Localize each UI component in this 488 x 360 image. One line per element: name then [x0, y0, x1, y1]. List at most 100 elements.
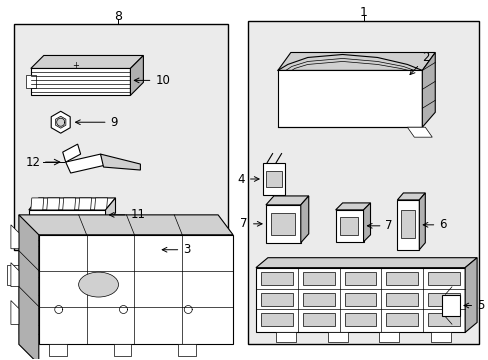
- Polygon shape: [255, 268, 464, 332]
- Bar: [275, 332, 295, 342]
- Text: 6: 6: [422, 218, 446, 231]
- Bar: [118, 307, 146, 325]
- Polygon shape: [56, 116, 66, 128]
- Bar: [302, 293, 334, 306]
- Polygon shape: [101, 154, 140, 170]
- Bar: [73, 246, 101, 264]
- Bar: [430, 332, 450, 342]
- Polygon shape: [407, 127, 431, 137]
- Polygon shape: [277, 71, 422, 127]
- Polygon shape: [62, 198, 76, 210]
- Polygon shape: [266, 153, 272, 163]
- Polygon shape: [62, 144, 81, 162]
- Bar: [427, 293, 459, 306]
- Bar: [7, 265, 19, 285]
- Bar: [386, 314, 417, 327]
- Bar: [14, 24, 227, 250]
- Ellipse shape: [79, 272, 118, 297]
- Text: 4: 4: [237, 172, 259, 185]
- Polygon shape: [31, 198, 44, 210]
- Bar: [427, 272, 459, 285]
- Polygon shape: [363, 203, 370, 242]
- Polygon shape: [300, 196, 308, 243]
- Bar: [327, 332, 347, 342]
- Polygon shape: [422, 53, 434, 127]
- Polygon shape: [265, 196, 308, 205]
- Bar: [27, 307, 55, 325]
- Bar: [203, 294, 221, 319]
- Bar: [203, 260, 221, 285]
- Bar: [73, 307, 101, 325]
- Bar: [261, 293, 292, 306]
- Polygon shape: [255, 258, 476, 268]
- Polygon shape: [51, 111, 70, 133]
- Polygon shape: [419, 193, 425, 250]
- Polygon shape: [444, 287, 451, 294]
- Text: 11: 11: [109, 208, 145, 221]
- Polygon shape: [105, 198, 115, 225]
- Polygon shape: [113, 345, 131, 356]
- Bar: [270, 213, 294, 235]
- Text: 5: 5: [463, 299, 484, 312]
- Polygon shape: [26, 75, 36, 88]
- Polygon shape: [130, 55, 143, 95]
- Polygon shape: [19, 215, 233, 235]
- Polygon shape: [444, 316, 451, 324]
- Polygon shape: [265, 205, 300, 243]
- Text: 2: 2: [409, 51, 429, 75]
- Polygon shape: [464, 258, 476, 332]
- Bar: [27, 276, 55, 294]
- Polygon shape: [335, 210, 363, 242]
- Polygon shape: [19, 215, 39, 360]
- Bar: [427, 314, 459, 327]
- Bar: [344, 272, 376, 285]
- Text: 12: 12: [26, 156, 41, 168]
- Polygon shape: [29, 198, 115, 210]
- Bar: [118, 246, 146, 264]
- Text: +: +: [72, 61, 79, 70]
- Bar: [302, 314, 334, 327]
- Bar: [386, 272, 417, 285]
- Text: 10: 10: [134, 74, 170, 87]
- Bar: [344, 314, 376, 327]
- Bar: [401, 210, 414, 238]
- Polygon shape: [31, 55, 143, 68]
- Bar: [344, 293, 376, 306]
- Bar: [261, 314, 292, 327]
- Polygon shape: [65, 154, 105, 173]
- Bar: [27, 246, 55, 264]
- Bar: [386, 293, 417, 306]
- Polygon shape: [31, 68, 130, 95]
- Polygon shape: [49, 345, 66, 356]
- Polygon shape: [275, 153, 281, 163]
- Bar: [164, 276, 192, 294]
- Text: 7: 7: [240, 217, 262, 230]
- Text: 7: 7: [366, 219, 392, 232]
- Bar: [379, 332, 399, 342]
- Bar: [339, 217, 357, 235]
- Text: 3: 3: [162, 243, 190, 256]
- Polygon shape: [11, 225, 19, 249]
- Polygon shape: [94, 198, 107, 210]
- Bar: [261, 272, 292, 285]
- Text: 8: 8: [114, 10, 122, 23]
- Text: 1: 1: [359, 6, 366, 19]
- Polygon shape: [178, 345, 196, 356]
- Polygon shape: [11, 301, 19, 324]
- Bar: [302, 272, 334, 285]
- Polygon shape: [441, 294, 459, 316]
- Bar: [265, 171, 281, 187]
- Polygon shape: [397, 193, 425, 200]
- Bar: [118, 276, 146, 294]
- Polygon shape: [397, 200, 419, 250]
- Polygon shape: [79, 198, 91, 210]
- Polygon shape: [263, 163, 285, 195]
- Polygon shape: [11, 263, 19, 287]
- Bar: [164, 246, 192, 264]
- Bar: [247, 21, 478, 345]
- Bar: [164, 307, 192, 325]
- Polygon shape: [39, 235, 233, 345]
- Bar: [73, 276, 101, 294]
- Bar: [19, 240, 203, 334]
- Polygon shape: [29, 210, 105, 225]
